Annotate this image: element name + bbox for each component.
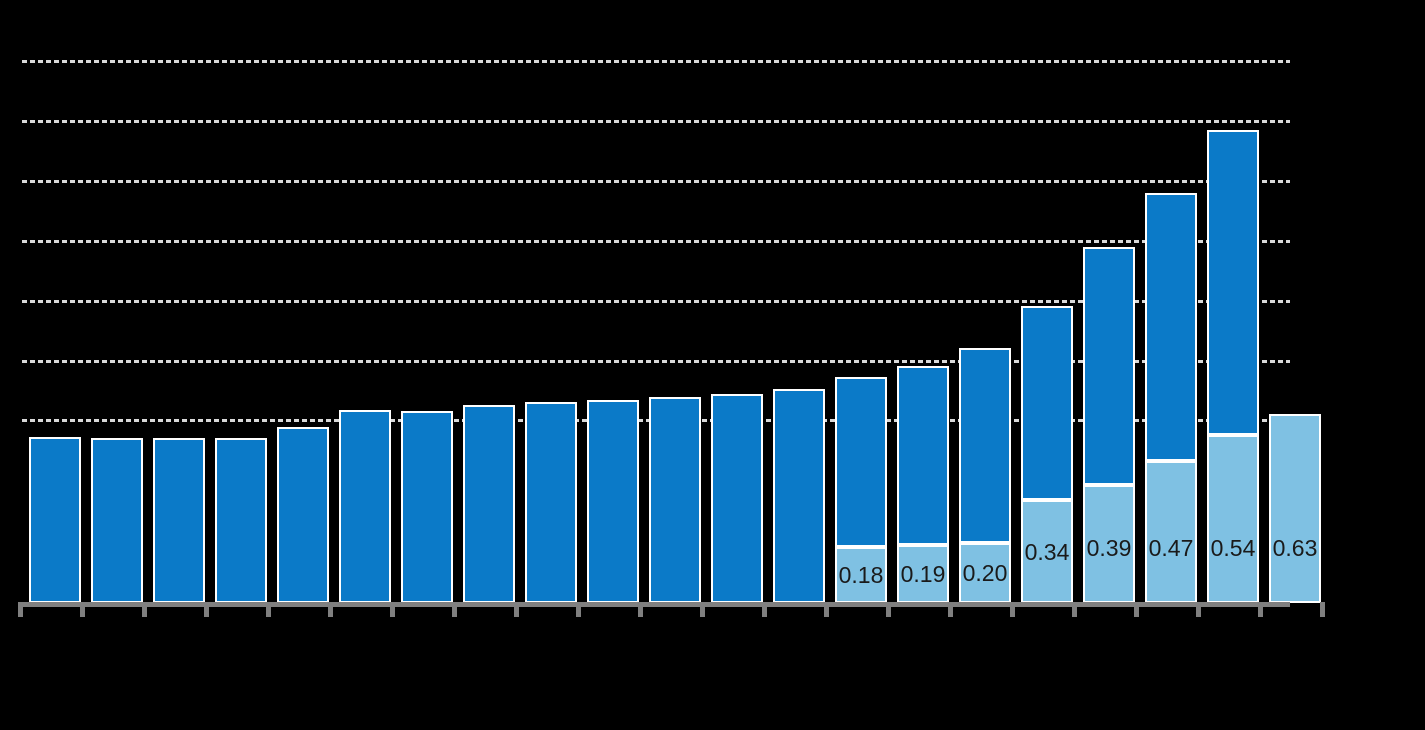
bar-group[interactable] (339, 410, 391, 603)
bar-segment-upper[interactable] (897, 366, 949, 545)
bar-group[interactable] (29, 437, 81, 603)
bar-segment-upper[interactable] (153, 438, 205, 603)
gridline (22, 60, 1290, 63)
bar-segment-lower[interactable] (959, 543, 1011, 603)
bar-group[interactable] (711, 394, 763, 603)
bar-segment-lower[interactable] (1269, 414, 1321, 603)
x-axis-tick (390, 602, 395, 617)
bar-segment-upper[interactable] (711, 394, 763, 603)
bar-segment-upper[interactable] (959, 348, 1011, 543)
x-axis-tick (204, 602, 209, 617)
bar-segment-upper[interactable] (773, 389, 825, 603)
bar-segment-upper[interactable] (587, 400, 639, 603)
x-axis-tick (824, 602, 829, 617)
x-axis-tick (1010, 602, 1015, 617)
bar-segment-lower[interactable] (1207, 435, 1259, 603)
bar-segment-upper[interactable] (463, 405, 515, 603)
bar-group[interactable] (587, 400, 639, 603)
x-axis-tick (1196, 602, 1201, 617)
bar-segment-upper[interactable] (91, 438, 143, 603)
bar-group[interactable] (215, 438, 267, 603)
x-axis-tick (576, 602, 581, 617)
bar-segment-upper[interactable] (1207, 130, 1259, 435)
x-axis-tick (886, 602, 891, 617)
bar-segment-lower[interactable] (1145, 461, 1197, 603)
x-axis-tick (700, 602, 705, 617)
bar-group[interactable]: 0.18 (835, 377, 887, 603)
x-axis-tick (1072, 602, 1077, 617)
plot-area: 0.18 0.19 0.20 0.34 0.39 0.47 0.54 0.63 (18, 0, 1321, 603)
gridline (22, 180, 1290, 183)
x-axis-tick (18, 602, 23, 617)
x-axis-tick (80, 602, 85, 617)
bar-segment-upper[interactable] (277, 427, 329, 603)
bar-group[interactable]: 0.63 (1269, 414, 1321, 603)
x-axis-line (18, 602, 1290, 607)
bar-segment-upper[interactable] (339, 410, 391, 603)
bar-group[interactable] (91, 438, 143, 603)
gridline (22, 120, 1290, 123)
bar-segment-upper[interactable] (215, 438, 267, 603)
bar-group[interactable] (153, 438, 205, 603)
bar-segment-lower[interactable] (897, 545, 949, 603)
bar-group[interactable]: 0.39 (1083, 247, 1135, 603)
x-axis-tick (1258, 602, 1263, 617)
bar-group[interactable]: 0.47 (1145, 193, 1197, 603)
bar-group[interactable] (649, 397, 701, 603)
bar-group[interactable]: 0.54 (1207, 130, 1259, 603)
bar-group[interactable]: 0.20 (959, 348, 1011, 603)
x-axis-tick (1320, 602, 1325, 617)
bar-segment-lower[interactable] (1083, 485, 1135, 603)
bar-segment-upper[interactable] (1083, 247, 1135, 485)
x-axis-tick (142, 602, 147, 617)
bar-group[interactable]: 0.34 (1021, 306, 1073, 603)
bar-segment-upper[interactable] (1145, 193, 1197, 461)
bar-segment-upper[interactable] (525, 402, 577, 603)
bar-segment-upper[interactable] (1021, 306, 1073, 500)
bar-segment-upper[interactable] (649, 397, 701, 603)
bar-segment-lower[interactable] (1021, 500, 1073, 603)
bar-group[interactable] (401, 411, 453, 603)
x-axis-tick (762, 602, 767, 617)
x-axis-tick (948, 602, 953, 617)
bar-segment-upper[interactable] (29, 437, 81, 603)
bar-segment-upper[interactable] (401, 411, 453, 603)
bar-group[interactable] (277, 427, 329, 603)
bar-group[interactable]: 0.19 (897, 366, 949, 603)
bar-group[interactable] (463, 405, 515, 603)
x-axis-tick (266, 602, 271, 617)
bar-group[interactable] (773, 389, 825, 603)
bar-group[interactable] (525, 402, 577, 603)
x-axis-tick (328, 602, 333, 617)
bar-segment-upper[interactable] (835, 377, 887, 547)
x-axis-tick (514, 602, 519, 617)
gridline (22, 240, 1290, 243)
x-axis-tick (1134, 602, 1139, 617)
x-axis-tick (638, 602, 643, 617)
x-axis-tick (452, 602, 457, 617)
bar-segment-lower[interactable] (835, 547, 887, 603)
